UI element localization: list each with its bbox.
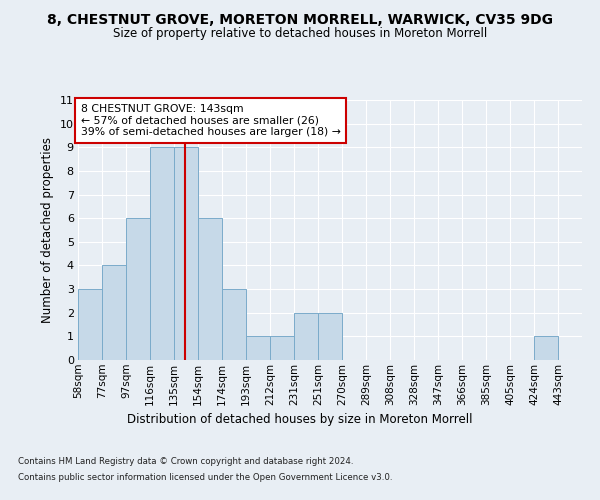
Bar	[174, 148, 198, 360]
Bar	[318, 312, 342, 360]
Text: 8 CHESTNUT GROVE: 143sqm
← 57% of detached houses are smaller (26)
39% of semi-d: 8 CHESTNUT GROVE: 143sqm ← 57% of detach…	[80, 104, 340, 137]
Text: 8, CHESTNUT GROVE, MORETON MORRELL, WARWICK, CV35 9DG: 8, CHESTNUT GROVE, MORETON MORRELL, WARW…	[47, 12, 553, 26]
Text: Contains HM Land Registry data © Crown copyright and database right 2024.: Contains HM Land Registry data © Crown c…	[18, 458, 353, 466]
Bar	[102, 266, 126, 360]
Y-axis label: Number of detached properties: Number of detached properties	[41, 137, 54, 323]
Bar	[150, 148, 174, 360]
Bar	[270, 336, 294, 360]
Bar	[198, 218, 222, 360]
Bar	[222, 289, 246, 360]
Text: Contains public sector information licensed under the Open Government Licence v3: Contains public sector information licen…	[18, 472, 392, 482]
Bar	[294, 312, 318, 360]
Bar	[126, 218, 150, 360]
Bar	[534, 336, 558, 360]
Text: Size of property relative to detached houses in Moreton Morrell: Size of property relative to detached ho…	[113, 28, 487, 40]
Bar	[246, 336, 270, 360]
Bar	[78, 289, 102, 360]
Text: Distribution of detached houses by size in Moreton Morrell: Distribution of detached houses by size …	[127, 412, 473, 426]
